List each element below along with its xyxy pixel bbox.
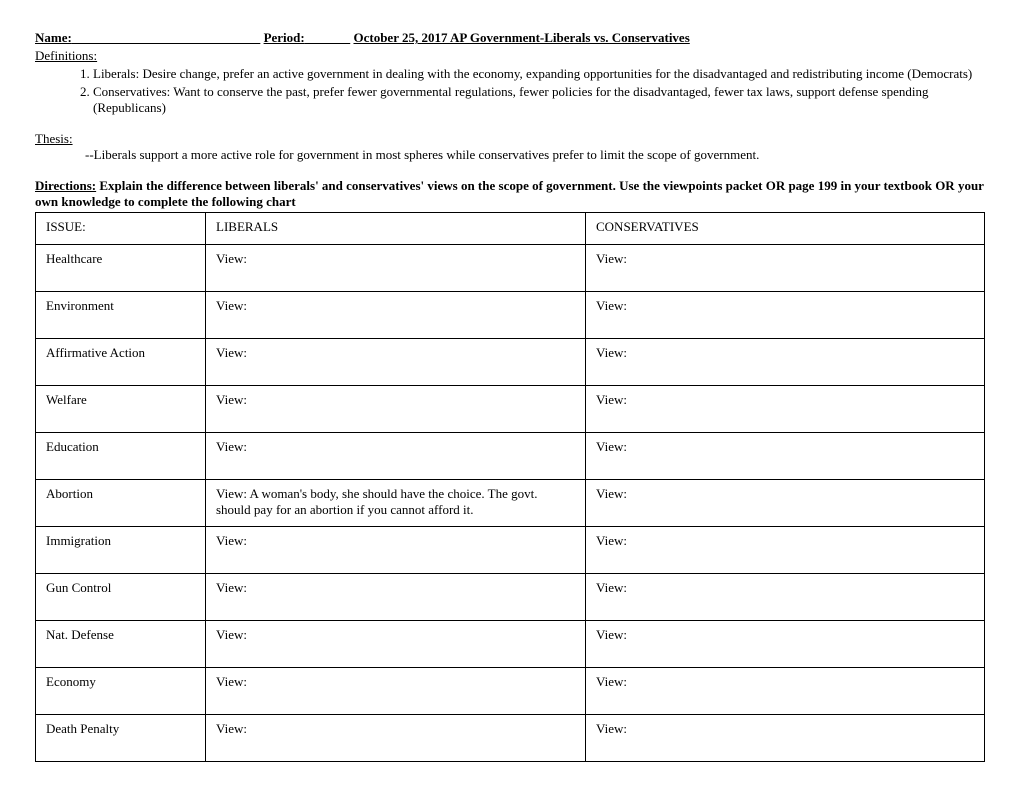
table-row: EnvironmentView:View: (36, 292, 985, 339)
cell-issue: Abortion (36, 480, 206, 527)
cell-conservatives: View: (586, 668, 985, 715)
cell-issue: Affirmative Action (36, 339, 206, 386)
date-title: October 25, 2017 AP Government-Liberals … (353, 30, 689, 45)
directions-section: Directions: Explain the difference betwe… (35, 178, 985, 210)
cell-issue: Economy (36, 668, 206, 715)
table-header-row: ISSUE: LIBERALS CONSERVATIVES (36, 213, 985, 245)
table-row: ImmigrationView:View: (36, 527, 985, 574)
thesis-section: Thesis: --Liberals support a more active… (35, 131, 985, 163)
cell-conservatives: View: (586, 339, 985, 386)
cell-liberals: View: A woman's body, she should have th… (206, 480, 586, 527)
cell-liberals: View: (206, 433, 586, 480)
cell-conservatives: View: (586, 433, 985, 480)
cell-liberals: View: (206, 292, 586, 339)
definitions-list: Liberals: Desire change, prefer an activ… (93, 66, 985, 116)
cell-issue: Death Penalty (36, 715, 206, 762)
table-row: WelfareView:View: (36, 386, 985, 433)
thesis-label: Thesis: (35, 131, 73, 146)
definitions-label: Definitions: (35, 48, 97, 63)
header-issue: ISSUE: (36, 213, 206, 245)
cell-conservatives: View: (586, 715, 985, 762)
definition-liberals: Liberals: Desire change, prefer an activ… (93, 66, 985, 82)
table-body: HealthcareView:View:EnvironmentView:View… (36, 245, 985, 762)
table-row: Death PenaltyView:View: (36, 715, 985, 762)
cell-issue: Healthcare (36, 245, 206, 292)
table-row: Affirmative ActionView:View: (36, 339, 985, 386)
cell-issue: Environment (36, 292, 206, 339)
table-row: Nat. DefenseView:View: (36, 621, 985, 668)
cell-conservatives: View: (586, 621, 985, 668)
cell-conservatives: View: (586, 527, 985, 574)
cell-liberals: View: (206, 715, 586, 762)
cell-liberals: View: (206, 339, 586, 386)
cell-issue: Education (36, 433, 206, 480)
period-blank (305, 30, 351, 45)
cell-liberals: View: (206, 386, 586, 433)
cell-liberals: View: (206, 668, 586, 715)
directions-label: Directions: (35, 178, 96, 193)
table-row: HealthcareView:View: (36, 245, 985, 292)
cell-issue: Nat. Defense (36, 621, 206, 668)
cell-conservatives: View: (586, 386, 985, 433)
table-row: EducationView:View: (36, 433, 985, 480)
cell-conservatives: View: (586, 574, 985, 621)
cell-conservatives: View: (586, 245, 985, 292)
period-label: Period: (264, 30, 305, 45)
name-label: Name: (35, 30, 72, 45)
cell-liberals: View: (206, 245, 586, 292)
definition-conservatives: Conservatives: Want to conserve the past… (93, 84, 985, 116)
header-liberals: LIBERALS (206, 213, 586, 245)
document-header: Name: Period: October 25, 2017 AP Govern… (35, 30, 985, 46)
cell-issue: Immigration (36, 527, 206, 574)
cell-conservatives: View: (586, 292, 985, 339)
cell-conservatives: View: (586, 480, 985, 527)
cell-liberals: View: (206, 527, 586, 574)
table-row: Gun ControlView:View: (36, 574, 985, 621)
name-blank (72, 30, 261, 45)
comparison-table: ISSUE: LIBERALS CONSERVATIVES Healthcare… (35, 212, 985, 762)
table-row: AbortionView: A woman's body, she should… (36, 480, 985, 527)
definitions-section: Definitions: Liberals: Desire change, pr… (35, 48, 985, 116)
cell-liberals: View: (206, 574, 586, 621)
table-row: EconomyView:View: (36, 668, 985, 715)
cell-issue: Gun Control (36, 574, 206, 621)
cell-issue: Welfare (36, 386, 206, 433)
cell-liberals: View: (206, 621, 586, 668)
directions-text: Explain the difference between liberals'… (35, 178, 984, 209)
thesis-text: --Liberals support a more active role fo… (85, 147, 985, 163)
header-conservatives: CONSERVATIVES (586, 213, 985, 245)
